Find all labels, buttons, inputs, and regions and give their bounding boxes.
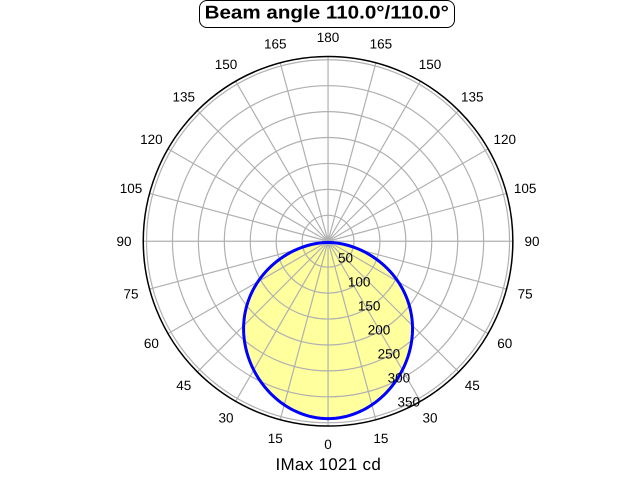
- svg-text:90: 90: [117, 234, 132, 249]
- svg-text:350: 350: [398, 394, 421, 409]
- svg-text:60: 60: [144, 336, 159, 351]
- svg-text:150: 150: [358, 299, 381, 314]
- svg-text:120: 120: [140, 132, 163, 147]
- svg-text:15: 15: [268, 431, 283, 446]
- svg-text:IMax 1021 cd: IMax 1021 cd: [275, 455, 381, 474]
- svg-text:90: 90: [525, 234, 540, 249]
- svg-text:150: 150: [419, 57, 442, 72]
- svg-text:165: 165: [370, 37, 393, 52]
- svg-text:30: 30: [423, 410, 438, 425]
- svg-text:75: 75: [123, 287, 138, 302]
- svg-text:75: 75: [518, 287, 533, 302]
- svg-text:60: 60: [497, 336, 512, 351]
- svg-text:45: 45: [176, 378, 191, 393]
- svg-text:250: 250: [378, 347, 401, 362]
- svg-text:105: 105: [514, 181, 537, 196]
- svg-text:50: 50: [338, 251, 353, 266]
- svg-text:135: 135: [461, 90, 484, 105]
- svg-text:165: 165: [264, 37, 287, 52]
- svg-text:120: 120: [493, 132, 516, 147]
- svg-text:200: 200: [368, 323, 391, 338]
- svg-text:150: 150: [215, 57, 238, 72]
- svg-text:105: 105: [120, 181, 143, 196]
- svg-text:30: 30: [219, 410, 234, 425]
- svg-text:100: 100: [348, 275, 371, 290]
- svg-text:45: 45: [465, 378, 480, 393]
- svg-text:15: 15: [373, 431, 388, 446]
- svg-text:300: 300: [388, 370, 411, 385]
- svg-text:135: 135: [173, 90, 196, 105]
- svg-text:180: 180: [317, 30, 340, 45]
- svg-text:0: 0: [324, 437, 332, 452]
